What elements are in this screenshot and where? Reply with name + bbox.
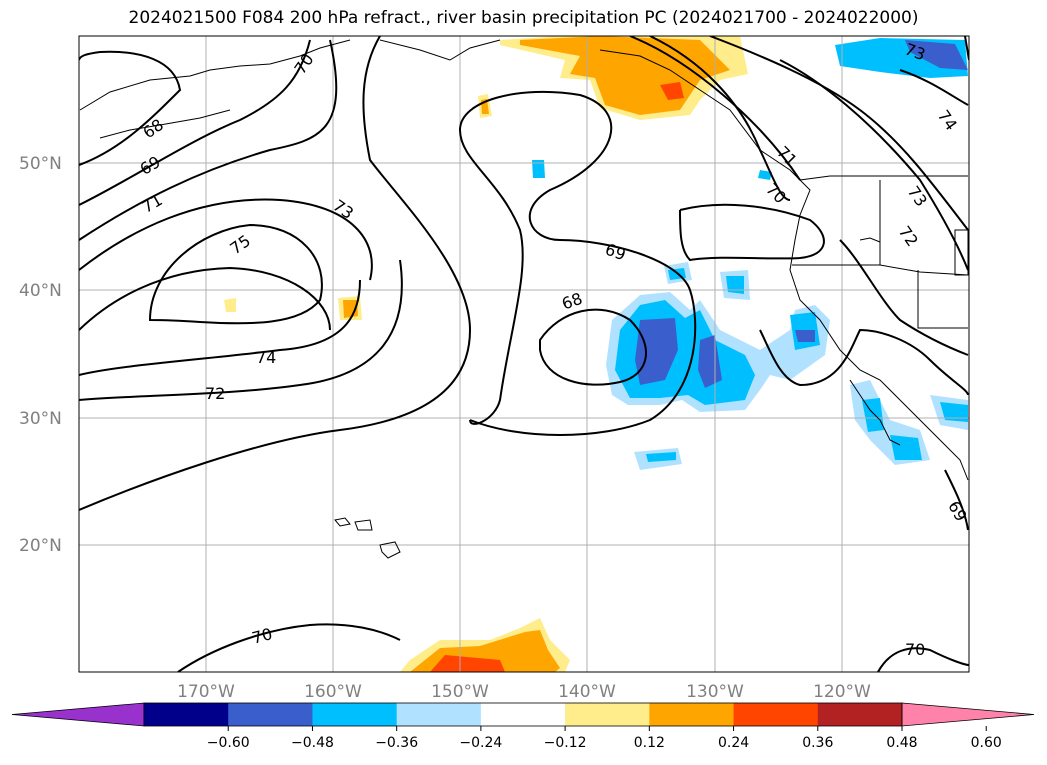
lat-label: 40°N [19, 281, 62, 301]
refractivity-contours [79, 36, 969, 672]
contour-labels: 70 68 69 71 75 73 74 72 69 68 73 74 71 7… [137, 39, 971, 659]
colorbar-segment [312, 703, 398, 726]
map-title: 2024021500 F084 200 hPa refract., river … [128, 8, 919, 28]
colorbar-tick-label: −0.36 [375, 735, 418, 751]
lat-label: 20°N [19, 536, 62, 556]
colorbar-segment [480, 703, 566, 726]
coastlines [79, 39, 969, 559]
positive-fill-alaska-max [660, 82, 684, 100]
lon-label: 150°W [431, 682, 489, 702]
contour-label: 73 [904, 182, 931, 210]
colorbar-segment [144, 703, 229, 726]
colorbar-tick-label: −0.24 [459, 735, 502, 751]
colorbar-segment [649, 703, 735, 726]
contour-label: 68 [559, 289, 585, 314]
colorbar-tick-label: 0.36 [802, 735, 833, 751]
contour-label: 68 [139, 115, 167, 142]
contour-label: 71 [139, 190, 166, 217]
colorbar-segment [228, 703, 313, 726]
graticule [79, 36, 969, 672]
lon-label: 160°W [304, 682, 362, 702]
contour-label: 70 [290, 50, 317, 78]
contour-label: 74 [934, 106, 961, 134]
contour-label: 70 [250, 624, 275, 648]
contour-label: 70 [762, 179, 790, 207]
contour-label: 69 [603, 239, 629, 264]
colorbar-segment [565, 703, 650, 726]
lon-label: 120°W [813, 682, 871, 702]
contour-label: 69 [137, 152, 164, 179]
colorbar-tick-label: 0.60 [971, 735, 1002, 751]
lon-label: 130°W [686, 682, 744, 702]
lon-label: 140°W [558, 682, 616, 702]
map-content [79, 36, 969, 672]
colorbar-outline [143, 702, 903, 727]
colorbar: −0.60 −0.48 −0.36 −0.24 −0.12 0.12 0.24 0.36 0.4… [11, 702, 1035, 751]
contour-label: 73 [329, 196, 357, 223]
lat-label: 30°N [19, 409, 62, 429]
colorbar-tick-label: 0.12 [634, 735, 665, 751]
colorbar-tick-label: −0.48 [291, 735, 334, 751]
colorbar-segment [396, 703, 482, 726]
contour-label: 72 [895, 222, 922, 250]
colorbar-tick-label: 0.48 [886, 735, 917, 751]
contour-label: 72 [205, 384, 225, 403]
colorbar-extend-low [11, 702, 145, 727]
lat-label: 50°N [19, 154, 62, 174]
lon-label: 170°W [177, 682, 235, 702]
colorbar-tick-label: 0.24 [718, 735, 749, 751]
colorbar-tick-label: −0.60 [207, 735, 250, 751]
contour-label: 70 [905, 640, 925, 659]
map-frame [78, 35, 970, 673]
colorbar-segment [817, 703, 903, 726]
contour-label: 74 [256, 348, 276, 367]
precip-fills [224, 36, 968, 672]
colorbar-segment [733, 703, 819, 726]
colorbar-extend-high [901, 702, 1035, 727]
longitude-labels: 170°W 160°W 150°W 140°W 130°W 120°W [177, 682, 871, 702]
latitude-labels: 50°N 40°N 30°N 20°N [19, 154, 62, 556]
contour-label: 71 [773, 142, 801, 170]
colorbar-tick-label: −0.12 [544, 735, 587, 751]
contour-label: 75 [226, 231, 254, 258]
